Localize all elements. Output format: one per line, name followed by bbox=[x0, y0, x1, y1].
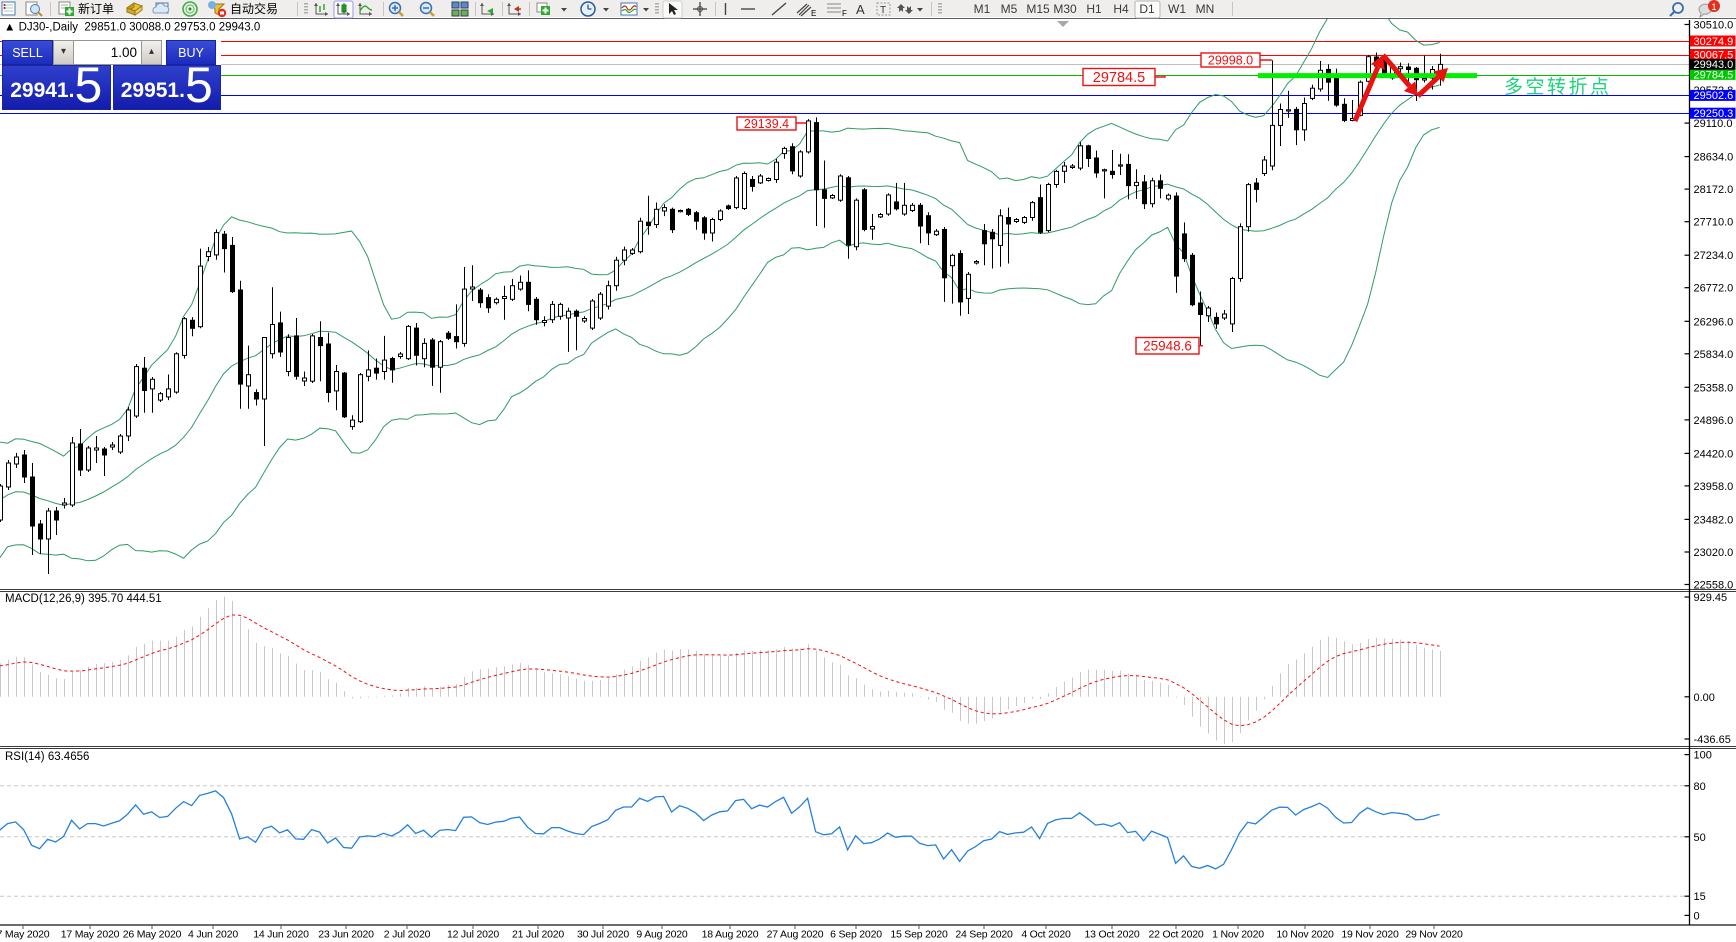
svg-text:M15: M15 bbox=[1026, 2, 1050, 16]
svg-text:自动交易: 自动交易 bbox=[230, 1, 278, 16]
svg-text:M1: M1 bbox=[974, 2, 991, 16]
svg-text:M5: M5 bbox=[1001, 2, 1018, 16]
svg-text:21 Jul 2020: 21 Jul 2020 bbox=[512, 929, 564, 941]
svg-text:4 Oct 2020: 4 Oct 2020 bbox=[1021, 929, 1071, 941]
svg-text:2 Jul 2020: 2 Jul 2020 bbox=[384, 929, 431, 941]
svg-text:29 Nov 2020: 29 Nov 2020 bbox=[1405, 929, 1463, 941]
svg-text:30067.5: 30067.5 bbox=[1694, 49, 1734, 61]
svg-text:23020.0: 23020.0 bbox=[1694, 547, 1734, 559]
svg-text:22558.0: 22558.0 bbox=[1694, 580, 1734, 592]
svg-text:30510.0: 30510.0 bbox=[1694, 20, 1734, 32]
svg-text:27710.0: 27710.0 bbox=[1694, 217, 1734, 229]
svg-text:新订单: 新订单 bbox=[78, 1, 114, 16]
svg-text:A: A bbox=[856, 2, 865, 17]
svg-text:14 Jun 2020: 14 Jun 2020 bbox=[253, 929, 309, 941]
svg-text:26 May 2020: 26 May 2020 bbox=[123, 929, 182, 941]
svg-text:100: 100 bbox=[1694, 750, 1712, 762]
svg-text:24896.0: 24896.0 bbox=[1694, 415, 1734, 427]
svg-text:0.00: 0.00 bbox=[1694, 692, 1715, 704]
svg-text:80: 80 bbox=[1694, 781, 1706, 793]
svg-text:29784.5: 29784.5 bbox=[1694, 70, 1734, 82]
svg-text:0: 0 bbox=[1694, 910, 1700, 922]
svg-text:18 Aug 2020: 18 Aug 2020 bbox=[702, 929, 759, 941]
svg-text:12 Jul 2020: 12 Jul 2020 bbox=[447, 929, 499, 941]
svg-text:4 Jun 2020: 4 Jun 2020 bbox=[188, 929, 238, 941]
svg-text:E: E bbox=[811, 9, 816, 18]
svg-text:17 May 2020: 17 May 2020 bbox=[61, 929, 120, 941]
svg-text:F: F bbox=[842, 9, 847, 18]
svg-text:RSI(14) 63.4656: RSI(14) 63.4656 bbox=[5, 751, 89, 763]
svg-text:23482.0: 23482.0 bbox=[1694, 514, 1734, 526]
svg-text:15 Sep 2020: 15 Sep 2020 bbox=[890, 929, 948, 941]
svg-text:-436.65: -436.65 bbox=[1694, 734, 1731, 746]
svg-text:1: 1 bbox=[1711, 2, 1716, 12]
svg-text:7 May 2020: 7 May 2020 bbox=[0, 929, 50, 941]
svg-text:15: 15 bbox=[1694, 891, 1706, 903]
svg-text:多空转折点: 多空转折点 bbox=[1504, 76, 1612, 98]
svg-text:50: 50 bbox=[1694, 832, 1706, 844]
svg-text:6 Sep 2020: 6 Sep 2020 bbox=[830, 929, 882, 941]
svg-text:M30: M30 bbox=[1053, 2, 1077, 16]
svg-text:H1: H1 bbox=[1086, 2, 1102, 16]
svg-text:29250.3: 29250.3 bbox=[1694, 108, 1734, 120]
svg-text:29502.6: 29502.6 bbox=[1694, 90, 1734, 102]
svg-text:H4: H4 bbox=[1113, 2, 1129, 16]
svg-text:9 Aug 2020: 9 Aug 2020 bbox=[636, 929, 687, 941]
svg-text:▲ DJ30-,Daily 29851.0 30088.0: ▲ DJ30-,Daily 29851.0 30088.0 29753.0 29… bbox=[4, 22, 260, 34]
svg-text:19 Nov 2020: 19 Nov 2020 bbox=[1341, 929, 1399, 941]
svg-text:27 Aug 2020: 27 Aug 2020 bbox=[767, 929, 824, 941]
svg-text:1 Nov 2020: 1 Nov 2020 bbox=[1212, 929, 1264, 941]
svg-text:D1: D1 bbox=[1139, 2, 1155, 16]
svg-text:28172.0: 28172.0 bbox=[1694, 184, 1734, 196]
svg-text:26296.0: 26296.0 bbox=[1694, 316, 1734, 328]
svg-text:29139.4: 29139.4 bbox=[744, 117, 789, 131]
svg-text:24 Sep 2020: 24 Sep 2020 bbox=[955, 929, 1013, 941]
svg-text:MACD(12,26,9) 395.70 444.51: MACD(12,26,9) 395.70 444.51 bbox=[5, 593, 162, 605]
svg-text:13 Oct 2020: 13 Oct 2020 bbox=[1084, 929, 1139, 941]
svg-text:22 Oct 2020: 22 Oct 2020 bbox=[1148, 929, 1203, 941]
svg-text:29998.0: 29998.0 bbox=[1208, 54, 1253, 68]
svg-text:23958.0: 23958.0 bbox=[1694, 481, 1734, 493]
svg-text:MN: MN bbox=[1196, 2, 1215, 16]
svg-text:30274.9: 30274.9 bbox=[1694, 36, 1734, 48]
svg-text:W1: W1 bbox=[1168, 2, 1186, 16]
svg-text:29110.0: 29110.0 bbox=[1694, 118, 1733, 130]
svg-text:27234.0: 27234.0 bbox=[1694, 250, 1734, 262]
svg-text:26772.0: 26772.0 bbox=[1694, 283, 1734, 295]
svg-text:25358.0: 25358.0 bbox=[1694, 382, 1734, 394]
svg-text:29943.0: 29943.0 bbox=[1694, 59, 1734, 71]
svg-text:T: T bbox=[880, 5, 886, 16]
svg-text:29784.5: 29784.5 bbox=[1093, 70, 1145, 86]
svg-text:25834.0: 25834.0 bbox=[1694, 349, 1734, 361]
svg-text:24420.0: 24420.0 bbox=[1694, 448, 1734, 460]
svg-text:28634.0: 28634.0 bbox=[1694, 152, 1734, 164]
svg-text:929.45: 929.45 bbox=[1694, 592, 1728, 604]
svg-text:30 Jul 2020: 30 Jul 2020 bbox=[577, 929, 629, 941]
svg-text:10 Nov 2020: 10 Nov 2020 bbox=[1276, 929, 1334, 941]
svg-text:25948.6: 25948.6 bbox=[1143, 339, 1192, 354]
svg-text:23 Jun 2020: 23 Jun 2020 bbox=[318, 929, 374, 941]
